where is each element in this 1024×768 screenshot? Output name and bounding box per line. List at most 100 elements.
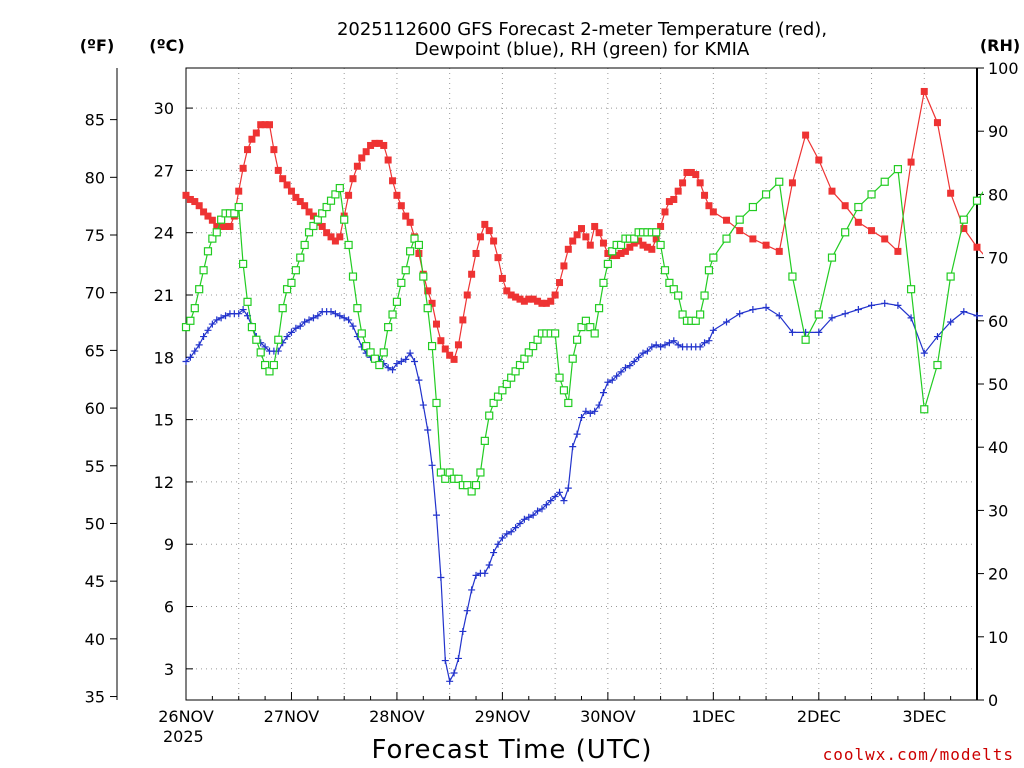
dewpoint-point [661,341,669,349]
rh-tick-label: 50 [988,375,1008,394]
temperature-point [481,220,489,228]
fahrenheit-tick-label: 70 [85,284,105,303]
temperature-point [705,202,713,210]
rh-tick-label: 100 [988,59,1019,78]
temperature-point [428,299,436,307]
dewpoint-point [428,461,436,469]
temperature-point [252,129,260,137]
rh-point [375,360,384,370]
dewpoint-point [749,306,757,314]
dewpoint-point [485,561,493,569]
temperature-point [393,191,401,199]
rh-point [630,234,639,243]
rh-point [278,304,287,313]
temperature-point [353,162,361,170]
dewpoint-point [327,308,335,316]
temperature-point [305,208,313,216]
rh-point [340,215,349,224]
rh-point [208,234,217,243]
rh-point [946,272,955,281]
rh-point [933,360,942,370]
rh-point [814,310,823,319]
temperature-point [432,320,440,328]
dewpoint-point [305,316,313,324]
rh-point [722,234,731,243]
time-tick-label: 28NOV [369,707,425,726]
temperature-point [265,121,273,129]
temperature-point [512,293,520,301]
temperature-point [815,156,823,164]
rh-point [515,360,525,370]
rh-point [370,354,380,363]
rh-point [274,335,283,344]
rh-point [704,266,714,275]
dewpoint-point [696,343,704,351]
celsius-tick-label: 24 [154,224,174,243]
temperature-point [459,316,467,324]
dewpoint-point [648,343,656,351]
rh-point [445,468,454,477]
temperature-point [226,222,234,230]
temperature-point [200,208,208,216]
rh-point [987,178,994,185]
year-label: 2025 [163,727,204,746]
time-tick-label: 26NOV [158,707,214,726]
temperature-point [279,175,287,183]
dewpoint-point [314,312,322,320]
temperature-point [591,222,599,230]
temperature-point [235,187,243,195]
temperature-point [648,245,656,253]
dewpoint-point [578,414,585,422]
dewpoint-point [459,627,467,635]
temperature-point [652,235,660,243]
rh-point [441,474,450,483]
rh-point [678,310,687,319]
rh-point [709,253,718,262]
rh-point [296,253,305,262]
fahrenheit-tick-label: 45 [85,572,105,591]
temperature-point [868,227,876,235]
rh-point [436,468,445,477]
temperature-point [318,222,326,230]
rh-point [972,196,982,205]
rh-point [656,240,665,250]
rh-point [243,297,252,306]
temperature-point [362,148,370,156]
temperature-point [947,189,955,197]
x-axis-title: Forecast Time (UTC) [371,735,652,765]
fahrenheit-tick-label: 60 [85,399,105,418]
temperature-point [621,247,629,255]
temperature-point [367,141,375,149]
rh-point [573,335,582,344]
time-tick-label: 30NOV [580,707,636,726]
temperature-point [701,191,709,199]
rh-point [498,386,507,395]
temperature-point [881,235,889,243]
rh-tick-label: 80 [988,185,1008,204]
dewpoint-point [709,326,717,334]
temperature-point [599,239,607,247]
rh-point [696,310,705,319]
temperature-point [920,87,928,95]
temperature-point [323,229,331,237]
rh-point [357,329,366,338]
dewpoint-point [463,607,471,615]
temperature-point [551,291,559,299]
grid-lines [186,68,977,700]
dewpoint-point [520,515,528,523]
rh-point [419,272,428,281]
rh-point [252,335,261,344]
temperature-point [626,243,634,251]
temperature-point [274,166,282,174]
dewpoint-point [529,511,537,519]
fahrenheit-axis: 35 40 45 50 55 60 65 70 75 80 85 [85,111,117,707]
temperature-point [854,218,862,226]
temperature-point [345,191,353,199]
temperature-point [380,141,388,149]
dewpoint-point [701,339,709,347]
temperature-point [564,245,572,253]
temperature-point [336,233,344,241]
temperature-point [534,297,542,305]
rh-point [423,304,432,313]
time-axis: 26NOV 27NOV 28NOV 29NOV 30NOV 1DEC 2DEC 3DEC [158,692,952,726]
